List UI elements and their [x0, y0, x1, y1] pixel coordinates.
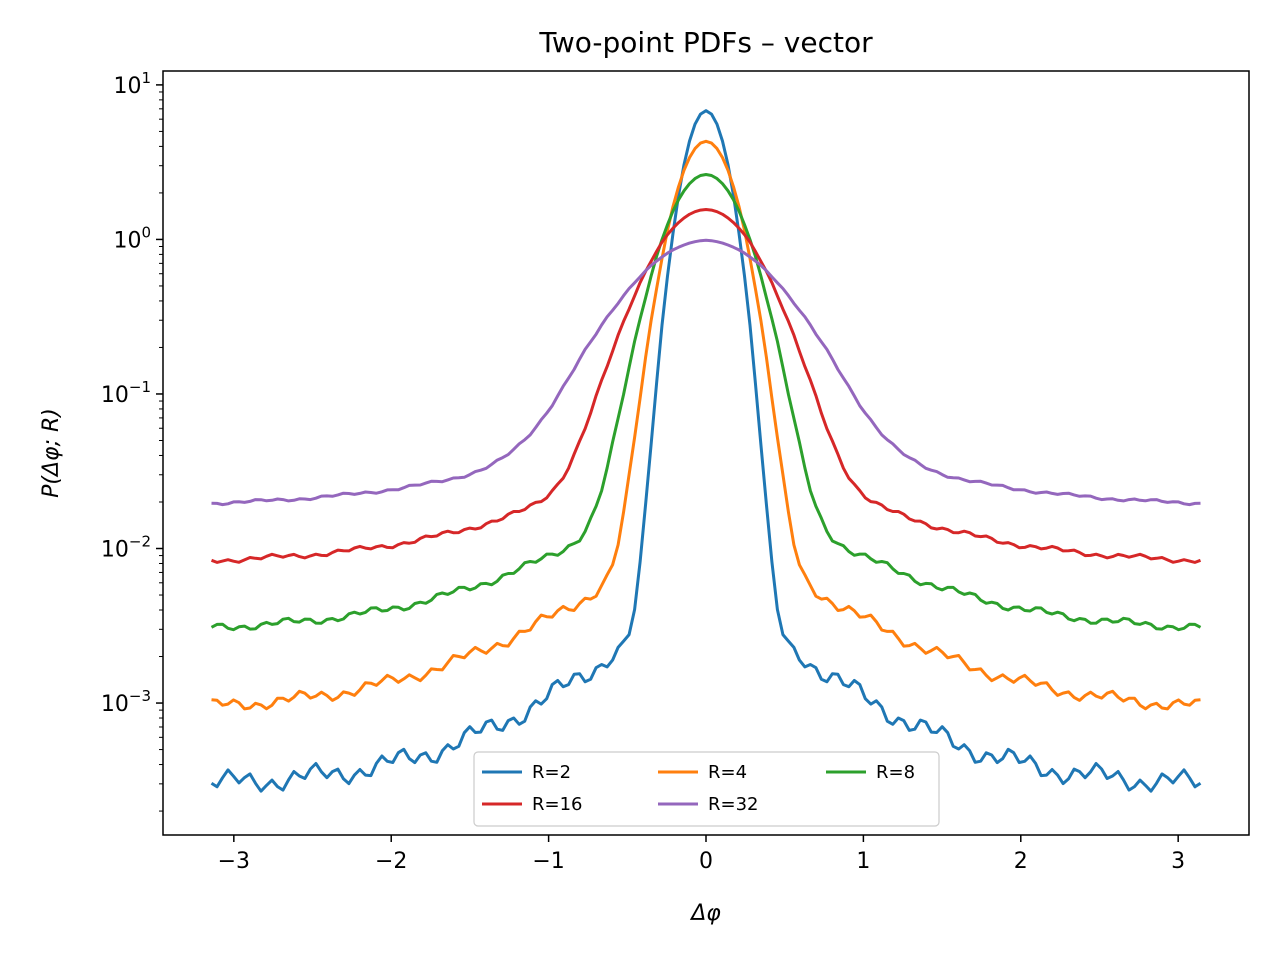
x-tick-label: −2 — [375, 849, 407, 874]
legend-box — [473, 751, 940, 827]
legend-label: R=2 — [532, 762, 571, 783]
chart-title: Two-point PDFs – vector — [538, 26, 873, 59]
x-tick-label: 1 — [856, 849, 870, 874]
x-tick-label: 0 — [699, 849, 713, 874]
series-line-r-8 — [210, 173, 1202, 632]
series-line-r-32 — [211, 238, 1201, 507]
plot-frame — [162, 70, 1250, 836]
x-tick-label: −3 — [218, 849, 250, 874]
legend: R=2 R=4 R=8 R=16 R=32 — [473, 751, 940, 827]
legend-label: R=4 — [708, 762, 747, 783]
y-axis-label: P(Δφ; R) — [39, 408, 64, 498]
y-tick-label: 100 — [113, 223, 151, 253]
legend-label: R=16 — [532, 794, 583, 815]
x-tick-label: 3 — [1171, 849, 1185, 874]
y-tick-label: 10−3 — [101, 687, 151, 717]
axes-layer: −3 −2 −1 0 1 2 3 10−3 10−2 10−1 100 101 — [101, 69, 1185, 874]
series-line-r-16 — [210, 208, 1202, 564]
y-tick-label: 101 — [113, 69, 151, 99]
x-tick-label: −1 — [532, 849, 564, 874]
x-axis-label: Δφ — [689, 901, 721, 926]
series-line-r-2 — [210, 109, 1202, 793]
y-tick-label: 10−1 — [101, 378, 151, 408]
legend-label: R=8 — [876, 762, 915, 783]
series-line-r-4 — [211, 139, 1201, 711]
legend-label: R=32 — [708, 794, 759, 815]
y-tick-label: 10−2 — [101, 533, 151, 563]
series-layer — [210, 109, 1202, 793]
x-tick-label: 2 — [1014, 849, 1028, 874]
